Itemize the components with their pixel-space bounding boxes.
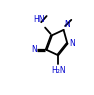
Text: HN: HN bbox=[33, 15, 44, 25]
Text: H₂N: H₂N bbox=[51, 66, 66, 75]
Text: N: N bbox=[64, 20, 70, 29]
Text: N: N bbox=[31, 45, 37, 54]
Text: N: N bbox=[69, 39, 75, 48]
